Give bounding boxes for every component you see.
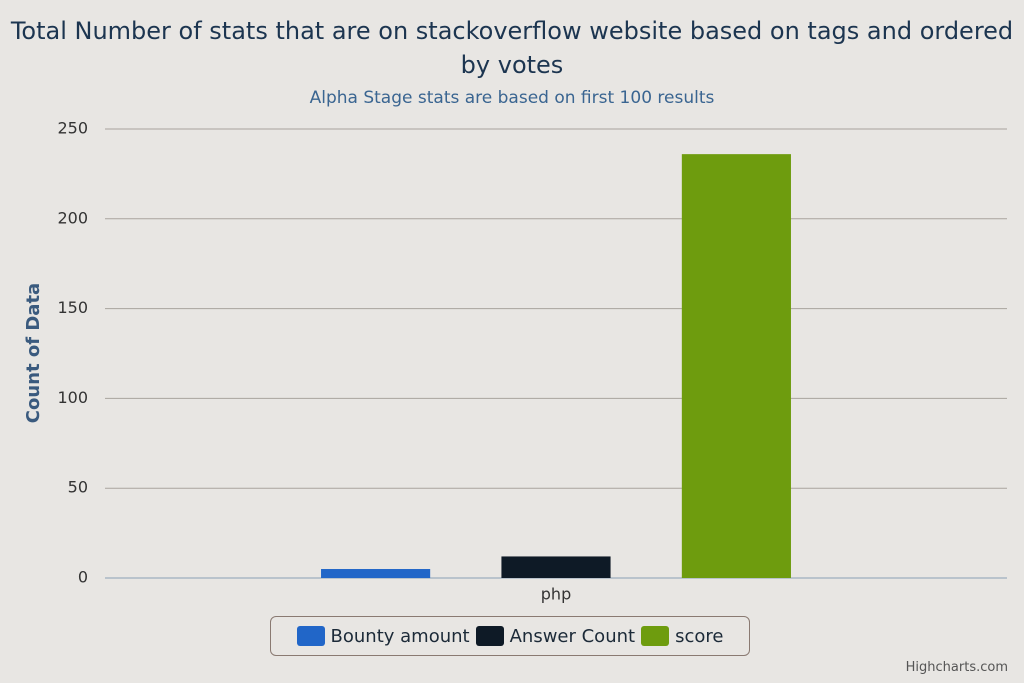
chart-subtitle: Alpha Stage stats are based on first 100… [309,88,715,108]
legend-swatch [296,626,325,646]
bar [321,569,431,578]
y-tick-label: 100 [57,388,88,407]
legend-item[interactable]: Answer Count [475,625,636,647]
y-tick-label: 50 [68,478,88,497]
x-tick-label: php [541,585,571,604]
y-tick-label: 150 [57,298,88,317]
legend-item[interactable]: score [641,626,723,647]
y-tick-label: 200 [57,208,88,227]
y-axis-title: Count of Data [23,283,44,423]
legend-item[interactable]: Bounty amount [296,625,470,647]
legend: Bounty amount Answer Count score [270,616,750,656]
y-tick-label: 0 [78,568,88,587]
credits: Highcharts.com [905,660,1008,675]
legend-swatch [475,626,504,646]
bar [681,154,791,579]
legend-swatch [641,626,670,646]
bar [501,556,611,578]
legend-label: score [675,625,724,647]
legend-label: Answer Count [509,625,636,647]
y-tick-label: 250 [57,119,88,138]
legend-label: Bounty amount [330,625,470,647]
chart-title: Total Number of stats that are on stacko… [10,17,1014,79]
